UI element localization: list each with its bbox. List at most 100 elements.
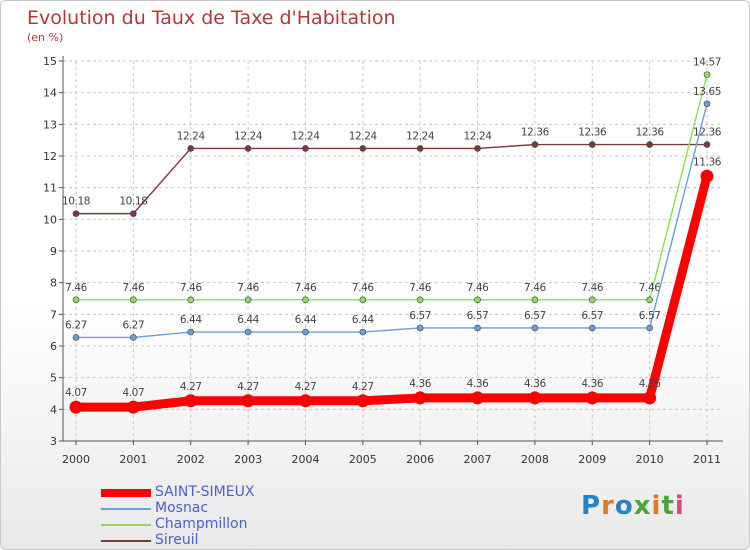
- proxiti-logo: Proxiti: [581, 491, 685, 521]
- legend-item-sireuil: Sireuil: [101, 532, 321, 549]
- point-sireuil-2008: [531, 141, 539, 148]
- series-line-sireuil: [76, 143, 707, 215]
- point-champmillon-2006: [416, 296, 424, 304]
- data-label-mosnac-2003: 6.44: [237, 314, 259, 326]
- point-sireuil-2005: [359, 145, 367, 152]
- data-label-sireuil-2010: 12.36: [636, 127, 665, 139]
- point-mosnac-2010: [646, 324, 653, 332]
- data-label-champmillon-2004: 7.46: [295, 282, 317, 294]
- x-tick-label-2000: 2000: [62, 453, 90, 466]
- point-mosnac-2003: [244, 328, 252, 336]
- data-label-champmillon-2007: 7.46: [467, 282, 489, 294]
- legend-label-champmillon: Champmillon: [155, 516, 248, 532]
- x-tick-label-2006: 2006: [406, 453, 434, 466]
- point-saint-simeux-2001: [126, 400, 140, 414]
- data-label-mosnac-2005: 6.44: [352, 314, 374, 326]
- point-mosnac-2009: [588, 324, 596, 332]
- y-tick-label-3: 3: [50, 435, 57, 448]
- data-label-champmillon-2000: 7.46: [65, 282, 87, 294]
- y-tick-label-9: 9: [50, 245, 57, 258]
- data-label-mosnac-2004: 6.44: [295, 314, 317, 326]
- point-saint-simeux-2010: [643, 391, 657, 405]
- data-label-mosnac-2006: 6.57: [409, 310, 431, 322]
- point-sireuil-2004: [302, 145, 309, 152]
- data-label-sireuil-2007: 12.24: [464, 130, 493, 142]
- y-tick-label-12: 12: [43, 150, 57, 163]
- y-tick-label-15: 15: [43, 55, 57, 68]
- point-champmillon-2009: [588, 296, 596, 304]
- legend-swatch-sireuil: [101, 540, 151, 542]
- data-label-saint-simeux-2001: 4.07: [122, 387, 144, 399]
- point-mosnac-2008: [531, 324, 539, 332]
- point-mosnac-2006: [416, 324, 424, 332]
- data-label-saint-simeux-2010: 4.36: [639, 378, 661, 390]
- data-label-saint-simeux-2009: 4.36: [581, 378, 603, 390]
- data-label-saint-simeux-2005: 4.27: [352, 381, 374, 393]
- legend-swatch-champmillon: [101, 524, 151, 526]
- point-champmillon-2010: [646, 296, 653, 304]
- y-tick-label-8: 8: [50, 277, 57, 290]
- y-tick-label-13: 13: [43, 118, 57, 131]
- point-sireuil-2000: [72, 210, 80, 217]
- data-label-mosnac-2011: 13.65: [693, 86, 721, 98]
- point-mosnac-2007: [474, 324, 481, 332]
- legend-swatch-saint-simeux: [101, 489, 151, 497]
- data-label-sireuil-2011: 12.36: [693, 127, 722, 139]
- series-line-saint-simeux: [76, 175, 712, 412]
- point-champmillon-2003: [244, 296, 252, 304]
- chart-subtitle: (en %): [27, 31, 64, 44]
- x-tick-label-2005: 2005: [349, 453, 377, 466]
- x-tick-label-2008: 2008: [521, 453, 549, 466]
- point-sireuil-2001: [130, 210, 137, 217]
- point-champmillon-2008: [531, 296, 539, 304]
- point-sireuil-2009: [588, 141, 596, 148]
- point-saint-simeux-2009: [585, 391, 599, 405]
- point-champmillon-2005: [359, 296, 367, 304]
- point-mosnac-2001: [130, 334, 137, 341]
- data-label-saint-simeux-2007: 4.36: [467, 378, 489, 390]
- y-tick-label-5: 5: [50, 372, 57, 385]
- point-sireuil-2006: [416, 145, 424, 152]
- data-label-sireuil-2009: 12.36: [578, 127, 607, 139]
- data-label-mosnac-2002: 6.44: [180, 314, 202, 326]
- point-saint-simeux-2003: [241, 394, 255, 408]
- point-sireuil-2010: [646, 141, 653, 148]
- data-label-champmillon-2009: 7.46: [581, 282, 603, 294]
- point-saint-simeux-2007: [471, 391, 485, 405]
- series-line-mosnac: [76, 103, 708, 339]
- data-label-sireuil-2000: 10.18: [62, 196, 90, 208]
- data-label-champmillon-2001: 7.46: [122, 282, 144, 294]
- point-saint-simeux-2011: [700, 169, 714, 183]
- data-label-mosnac-2009: 6.57: [581, 310, 603, 322]
- point-saint-simeux-2002: [184, 394, 198, 408]
- point-champmillon-2001: [130, 296, 137, 304]
- chart-title: Evolution du Taux de Taxe d'Habitation: [27, 7, 396, 29]
- point-sireuil-2003: [244, 145, 252, 152]
- x-tick-label-2007: 2007: [464, 453, 492, 466]
- data-label-sireuil-2008: 12.36: [521, 127, 550, 139]
- data-label-champmillon-2002: 7.46: [180, 282, 202, 294]
- point-sireuil-2007: [474, 145, 481, 152]
- data-label-saint-simeux-2008: 4.36: [524, 378, 546, 390]
- data-label-saint-simeux-2004: 4.27: [295, 381, 317, 393]
- x-tick-label-2010: 2010: [636, 453, 664, 466]
- y-tick-label-11: 11: [43, 182, 57, 195]
- legend-item-saint-simeux: SAINT-SIMEUX: [101, 484, 321, 501]
- point-saint-simeux-2004: [298, 394, 312, 408]
- legend-label-saint-simeux: SAINT-SIMEUX: [155, 484, 255, 500]
- data-label-sireuil-2006: 12.24: [406, 130, 435, 142]
- x-tick-label-2003: 2003: [234, 453, 262, 466]
- point-mosnac-2005: [359, 328, 367, 336]
- data-label-mosnac-2010: 6.57: [639, 310, 661, 322]
- series-line-champmillon: [76, 74, 708, 301]
- y-tick-label-6: 6: [50, 340, 57, 353]
- point-champmillon-2011: [703, 71, 711, 78]
- point-saint-simeux-2005: [356, 394, 370, 408]
- data-label-saint-simeux-2011: 11.36: [693, 156, 722, 168]
- data-label-saint-simeux-2006: 4.36: [409, 378, 431, 390]
- data-label-mosnac-2008: 6.57: [524, 310, 546, 322]
- point-champmillon-2000: [72, 296, 80, 304]
- legend-item-mosnac: Mosnac: [101, 500, 321, 517]
